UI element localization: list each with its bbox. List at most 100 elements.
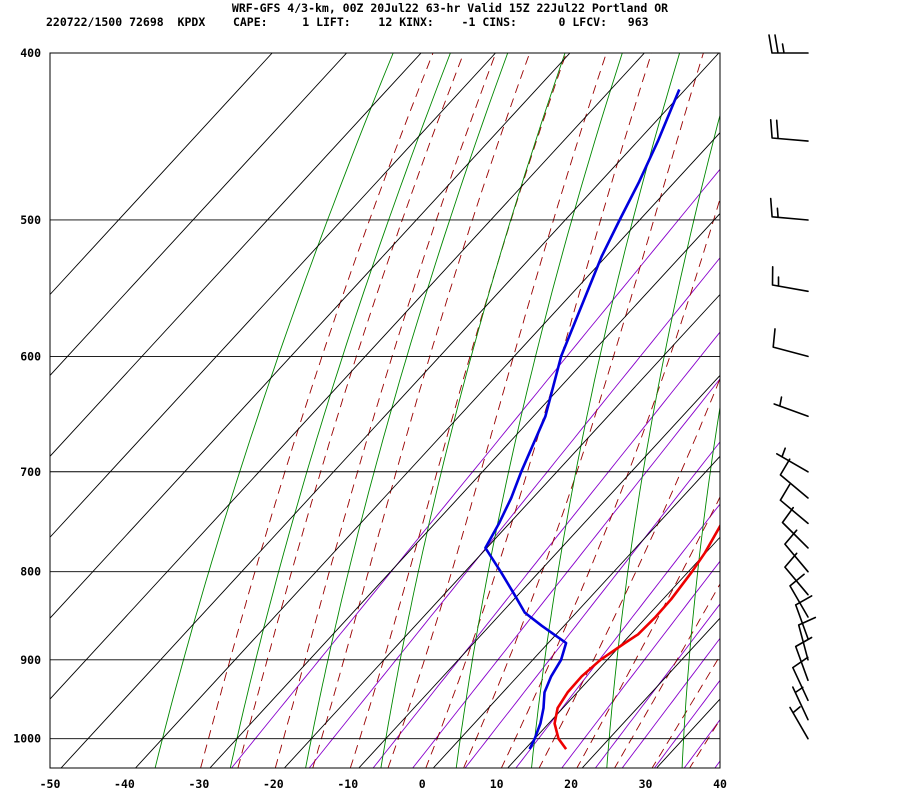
- mixing-ratio-line: [308, 257, 720, 768]
- isotherm-line: [60, 53, 720, 768]
- index-value-cins: 0: [558, 15, 566, 29]
- temperature-tick-label: 20: [564, 777, 578, 791]
- mixing-ratio-line: [739, 15, 900, 783]
- temperature-tick-labels: -50 -40 -30 -20 -10 0 10 20 30 40: [40, 777, 727, 791]
- temperature-tick-label: 30: [639, 777, 653, 791]
- mixing-ratio-line: [230, 168, 720, 768]
- wind-barb: [773, 396, 809, 418]
- dry-adiabat: [305, 53, 509, 768]
- isotherm-line: [209, 212, 720, 768]
- index-name-lift: LIFT:: [316, 15, 351, 29]
- wind-barb: [779, 483, 809, 525]
- isotherm-line: [358, 374, 720, 768]
- index-value-kinx: -1: [461, 15, 476, 29]
- index-name-cins: CINS:: [482, 15, 517, 29]
- isotherm-line: [50, 53, 422, 457]
- moist-adiabat: [200, 53, 434, 768]
- dry-adiabats: [154, 15, 900, 783]
- stability-indices: 220722/1500 72698 KPDX CAPE: 1 LIFT: 12 …: [46, 15, 649, 29]
- pressure-tick-label: 1000: [13, 732, 41, 746]
- plot-area: [50, 53, 720, 768]
- mixing-ratio-line: [653, 679, 720, 768]
- index-name-lfcv: LFCV:: [572, 15, 607, 29]
- pressure-tick-label: 400: [20, 46, 41, 60]
- wind-barb: [797, 616, 817, 661]
- wind-barb: [779, 458, 809, 499]
- isotherm-line: [50, 53, 273, 296]
- pressure-tick-label: 600: [20, 349, 41, 363]
- dry-adiabat: [833, 15, 900, 783]
- index-name-cape: CAPE:: [232, 15, 268, 29]
- index-value-lift: 12: [378, 15, 393, 29]
- temperature-tick-label: -40: [114, 777, 135, 791]
- moist-adiabat: [576, 495, 720, 768]
- pressure-tick-labels: 400 500 600 700 800 900 1000: [13, 46, 41, 746]
- isotherm-line: [50, 53, 645, 700]
- isotherm-line: [135, 131, 720, 768]
- wind-barb: [768, 34, 809, 54]
- wind-barb: [771, 266, 809, 293]
- mixing-ratio-lines: [230, 15, 900, 783]
- mixing-ratio-line: [621, 637, 720, 768]
- moist-adiabat: [500, 197, 720, 768]
- moist-adiabat: [614, 583, 720, 768]
- mixing-ratio-line: [714, 760, 720, 768]
- index-value-lfcv: 963: [627, 15, 649, 29]
- moist-adiabat: [538, 377, 720, 768]
- dry-adiabat: [757, 15, 861, 783]
- isotherm-line: [581, 617, 720, 768]
- pressure-tick-label: 900: [20, 653, 41, 667]
- plot-frame: [49, 52, 721, 769]
- mixing-ratio-line: [464, 441, 720, 768]
- moist-adiabat: [718, 15, 900, 783]
- temperature-tick-label: -50: [40, 777, 61, 791]
- mixing-ratio-line: [412, 378, 720, 768]
- isotherm-line: [284, 293, 720, 768]
- mixing-ratio-line: [515, 503, 720, 768]
- pressure-tick-label: 800: [20, 565, 41, 579]
- moist-adiabat: [349, 53, 567, 768]
- isotherm-isobar-grid: [50, 53, 900, 768]
- temperature-tick-label: -20: [263, 777, 284, 791]
- moist-adiabat: [274, 53, 497, 768]
- pressure-tick-label: 500: [20, 213, 41, 227]
- temperature-tick-label: 40: [713, 777, 727, 791]
- mixing-ratio-line: [372, 331, 720, 768]
- isotherm-line: [731, 53, 900, 768]
- moist-adiabat: [387, 53, 607, 768]
- wind-barb: [769, 119, 809, 142]
- moist-adiabat: [312, 53, 531, 768]
- wind-barb: [769, 197, 809, 221]
- chart-title: WRF-GFS 4/3-km, 00Z 20Jul22 63-hr Valid …: [231, 1, 669, 15]
- index-name-kinx: KINX:: [399, 15, 434, 29]
- wind-barb: [776, 447, 809, 473]
- isotherm-line: [50, 53, 571, 619]
- station-id: 220722/1500 72698 KPDX: [46, 15, 206, 29]
- temperature-tick-label: -30: [188, 777, 209, 791]
- dry-adiabat: [531, 53, 681, 768]
- temperature-profile: [553, 523, 720, 750]
- moist-adiabat: [463, 53, 704, 768]
- dewpoint-profile: [484, 89, 681, 750]
- dry-adiabat: [154, 53, 394, 768]
- isotherm-line: [432, 455, 720, 768]
- dry-adiabat: [606, 113, 720, 768]
- sounding-header: WRF-GFS 4/3-km, 00Z 20Jul22 63-hr Valid …: [0, 0, 900, 32]
- temperature-tick-label: 10: [490, 777, 504, 791]
- pressure-tick-label: 700: [20, 465, 41, 479]
- dry-adiabat: [380, 53, 566, 768]
- wind-barb: [789, 706, 809, 740]
- wind-barb: [772, 328, 809, 358]
- wind-barb: [792, 656, 809, 702]
- wind-barbs: [768, 34, 817, 740]
- dry-adiabat: [229, 53, 451, 768]
- temperature-tick-label: 0: [419, 777, 426, 791]
- wind-barb: [794, 595, 813, 640]
- moist-adiabat: [425, 53, 653, 768]
- wind-barb: [789, 573, 809, 618]
- dry-adiabat: [681, 404, 720, 768]
- wind-barb: [784, 529, 809, 573]
- isotherm-line: [50, 53, 347, 377]
- moist-adiabats: [200, 15, 900, 783]
